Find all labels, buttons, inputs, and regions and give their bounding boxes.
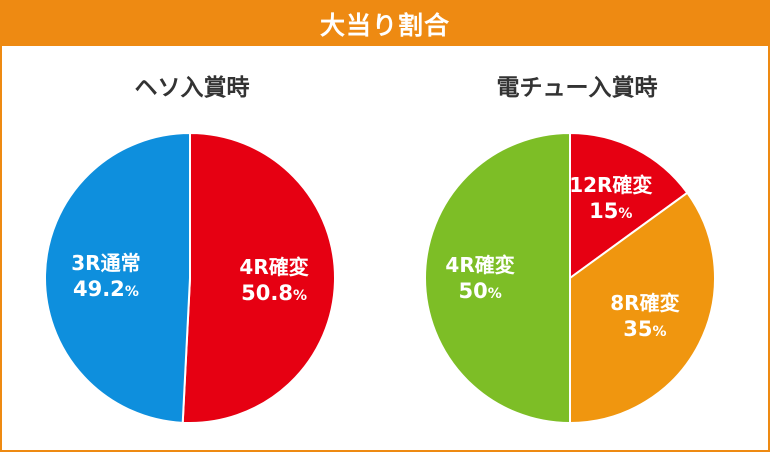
pie-label-denchu-1: 8R確変 xyxy=(610,291,679,315)
pie-slice-denchu-0 xyxy=(569,131,689,280)
pie-value-denchu-0: 15% xyxy=(589,199,632,223)
header-title: 大当り割合 xyxy=(319,11,450,40)
pie-label-heso-1: 3R通常 xyxy=(71,251,140,275)
pie-slice-heso-1 xyxy=(44,131,191,424)
pie-title-heso: ヘソ入賞時 xyxy=(134,75,250,101)
pie-label-denchu-0: 12R確変 xyxy=(569,173,652,197)
pie-value-denchu-2: 50% xyxy=(458,279,501,303)
pie-value-heso-0: 50.8% xyxy=(241,281,307,305)
pie-value-denchu-1: 35% xyxy=(623,317,666,341)
pie-title-denchu: 電チュー入賞時 xyxy=(496,75,658,101)
pie-label-denchu-2: 4R確変 xyxy=(445,253,514,277)
pie-slice-denchu-1 xyxy=(569,191,716,425)
pie-slice-denchu-2 xyxy=(424,131,571,425)
pie-label-heso-0: 4R確変 xyxy=(239,255,308,279)
pie-slice-heso-0 xyxy=(181,131,336,424)
header-bar: 大当り割合 xyxy=(2,2,768,46)
pie-value-heso-1: 49.2% xyxy=(73,277,139,301)
